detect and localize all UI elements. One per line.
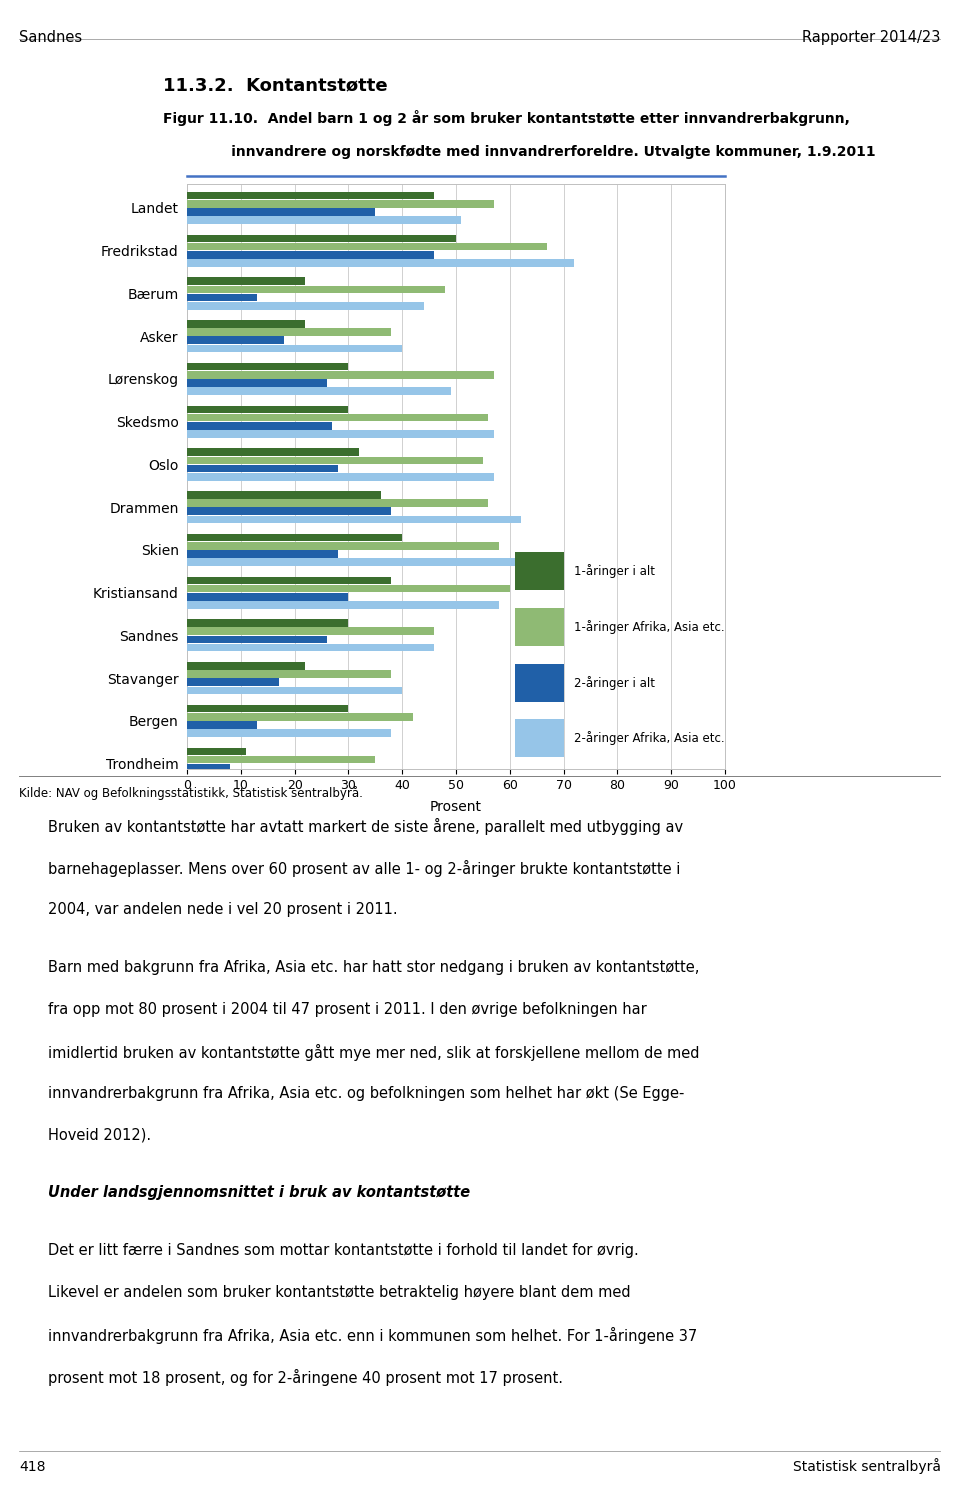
Bar: [187, 748, 247, 755]
Bar: [187, 643, 435, 651]
Bar: [187, 234, 456, 242]
Bar: [187, 200, 493, 208]
Text: innvandrerbakgrunn fra Afrika, Asia etc. enn i kommunen som helhet. For 1-åringe: innvandrerbakgrunn fra Afrika, Asia etc.…: [48, 1327, 697, 1344]
Text: fra opp mot 80 prosent i 2004 til 47 prosent i 2011. I den øvrige befolkningen h: fra opp mot 80 prosent i 2004 til 47 pro…: [48, 1002, 647, 1017]
Bar: [187, 320, 305, 327]
Text: innvandrere og norskfødte med innvandrerforeldre. Utvalgte kommuner, 1.9.2011: innvandrere og norskfødte med innvandrer…: [163, 145, 876, 160]
Bar: [516, 608, 564, 646]
Bar: [187, 345, 402, 352]
Text: innvandrerbakgrunn fra Afrika, Asia etc. og befolkningen som helhet har økt (Se : innvandrerbakgrunn fra Afrika, Asia etc.…: [48, 1085, 684, 1100]
Bar: [187, 585, 510, 593]
Text: 1-åringer Afrika, Asia etc.: 1-åringer Afrika, Asia etc.: [574, 620, 725, 635]
Bar: [187, 730, 392, 738]
Bar: [187, 593, 348, 600]
Bar: [187, 379, 327, 387]
Text: Bruken av kontantstøtte har avtatt markert de siste årene, parallelt med utbyggi: Bruken av kontantstøtte har avtatt marke…: [48, 818, 684, 835]
Bar: [187, 464, 338, 472]
Bar: [187, 448, 359, 455]
Bar: [187, 670, 392, 678]
Bar: [187, 721, 257, 729]
Bar: [187, 602, 499, 609]
Bar: [516, 720, 564, 757]
Bar: [187, 661, 305, 670]
Text: imidlertid bruken av kontantstøtte gått mye mer ned, slik at forskjellene mellom: imidlertid bruken av kontantstøtte gått …: [48, 1044, 700, 1062]
Text: 2004, var andelen nede i vel 20 prosent i 2011.: 2004, var andelen nede i vel 20 prosent …: [48, 902, 397, 917]
Bar: [187, 406, 348, 414]
Bar: [187, 620, 348, 627]
Bar: [187, 414, 489, 421]
Text: Hoveid 2012).: Hoveid 2012).: [48, 1127, 151, 1142]
X-axis label: Prosent: Prosent: [430, 800, 482, 814]
Bar: [187, 772, 386, 779]
Text: 2-åringer i alt: 2-åringer i alt: [574, 676, 656, 690]
Text: 11.3.2.  Kontantstøtte: 11.3.2. Kontantstøtte: [163, 76, 388, 94]
Text: 2-åringer Afrika, Asia etc.: 2-åringer Afrika, Asia etc.: [574, 732, 725, 745]
Text: 1-åringer i alt: 1-åringer i alt: [574, 564, 656, 578]
Bar: [187, 191, 435, 200]
Bar: [187, 687, 402, 694]
Text: 418: 418: [19, 1460, 46, 1475]
Bar: [187, 336, 284, 343]
Bar: [187, 534, 402, 542]
Bar: [516, 663, 564, 702]
Bar: [187, 243, 547, 251]
Text: Under landsgjennomsnittet i bruk av kontantstøtte: Under landsgjennomsnittet i bruk av kont…: [48, 1185, 470, 1200]
Bar: [187, 678, 278, 687]
Bar: [187, 457, 483, 464]
Text: Det er litt færre i Sandnes som mottar kontantstøtte i forhold til landet for øv: Det er litt færre i Sandnes som mottar k…: [48, 1242, 638, 1257]
Bar: [187, 558, 537, 566]
Bar: [187, 636, 327, 643]
Text: Kilde: NAV og Befolkningsstatistikk, Statistisk sentralbyrå.: Kilde: NAV og Befolkningsstatistikk, Sta…: [19, 787, 363, 800]
Bar: [187, 508, 392, 515]
Bar: [187, 542, 499, 549]
Text: Statistisk sentralbyrå: Statistisk sentralbyrå: [793, 1459, 941, 1475]
Bar: [187, 714, 413, 721]
Text: barnehageplasser. Mens over 60 prosent av alle 1- og 2-åringer brukte kontantstø: barnehageplasser. Mens over 60 prosent a…: [48, 860, 681, 878]
Bar: [187, 423, 332, 430]
Text: Barn med bakgrunn fra Afrika, Asia etc. har hatt stor nedgang i bruken av kontan: Barn med bakgrunn fra Afrika, Asia etc. …: [48, 960, 700, 975]
Bar: [187, 551, 338, 558]
Text: Figur 11.10.  Andel barn 1 og 2 år som bruker kontantstøtte etter innvandrerbakg: Figur 11.10. Andel barn 1 og 2 år som br…: [163, 110, 850, 127]
Bar: [187, 755, 375, 763]
Bar: [187, 216, 462, 224]
Bar: [187, 387, 450, 396]
Bar: [187, 260, 574, 267]
Bar: [187, 705, 348, 712]
Text: Rapporter 2014/23: Rapporter 2014/23: [803, 30, 941, 45]
Bar: [187, 473, 493, 481]
Bar: [187, 430, 493, 437]
Bar: [187, 208, 375, 216]
Bar: [187, 278, 305, 285]
Bar: [187, 764, 230, 772]
Text: Likevel er andelen som bruker kontantstøtte betraktelig høyere blant dem med: Likevel er andelen som bruker kontantstø…: [48, 1285, 631, 1300]
Bar: [187, 302, 423, 309]
Bar: [516, 552, 564, 590]
Bar: [187, 363, 348, 370]
Bar: [187, 627, 435, 635]
Bar: [187, 294, 257, 302]
Bar: [187, 328, 392, 336]
Text: Sandnes: Sandnes: [19, 30, 83, 45]
Text: prosent mot 18 prosent, og for 2-åringene 40 prosent mot 17 prosent.: prosent mot 18 prosent, og for 2-åringen…: [48, 1369, 563, 1386]
Bar: [187, 576, 392, 584]
Bar: [187, 491, 381, 499]
Bar: [187, 499, 489, 506]
Bar: [187, 251, 435, 258]
Bar: [187, 285, 445, 293]
Bar: [187, 372, 493, 379]
Bar: [187, 515, 520, 523]
